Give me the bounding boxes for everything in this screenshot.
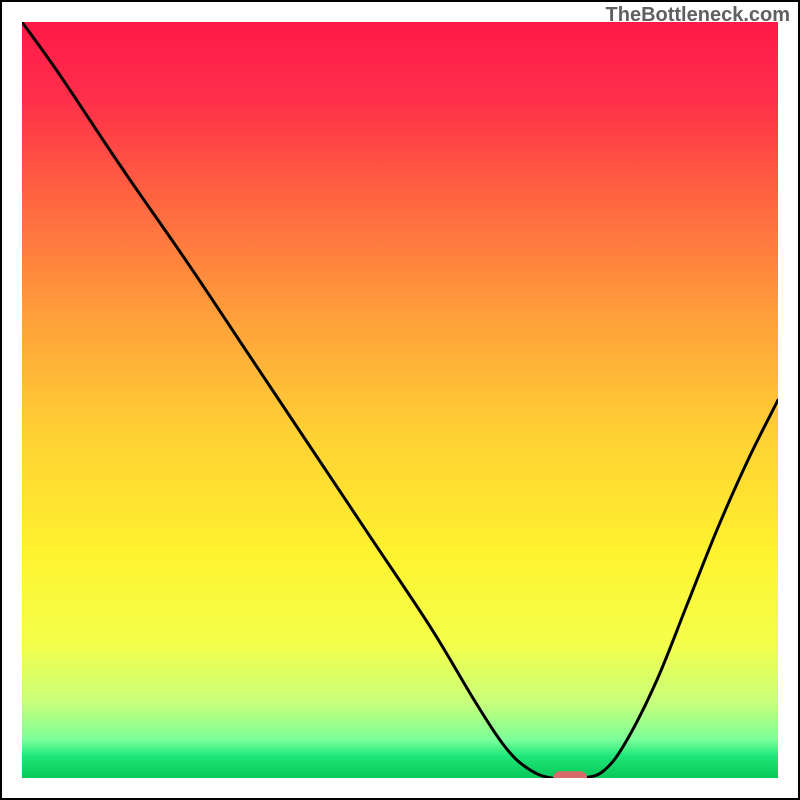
chart-svg: [22, 22, 778, 778]
plot-area: [22, 22, 778, 778]
optimal-point-marker: [553, 771, 587, 778]
chart-frame: TheBottleneck.com: [0, 0, 800, 800]
